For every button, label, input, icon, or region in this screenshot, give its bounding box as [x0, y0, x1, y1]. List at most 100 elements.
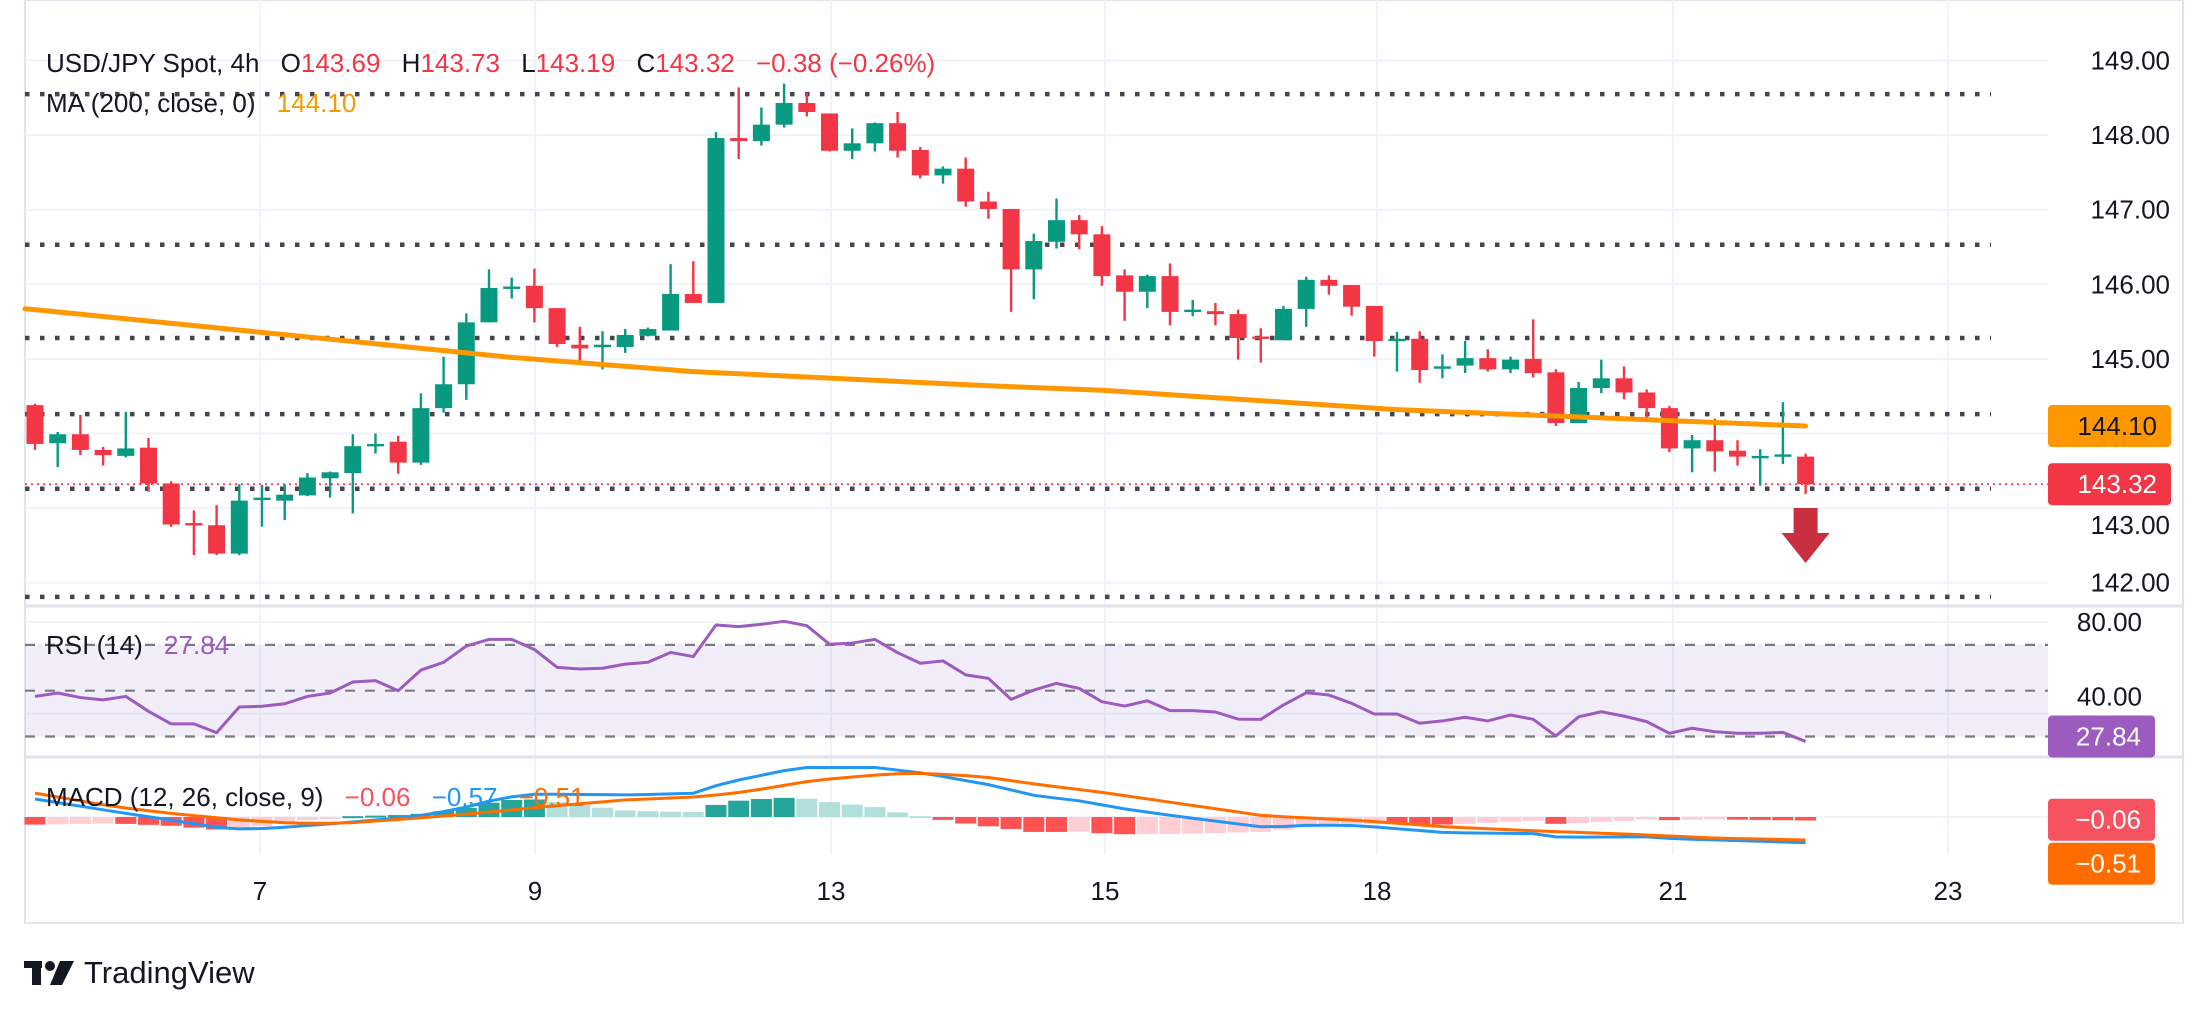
candle [1683, 434, 1701, 473]
candle [1388, 332, 1406, 372]
candle-body [1751, 455, 1769, 459]
candle-body [503, 286, 521, 289]
candle-body [185, 523, 203, 526]
macd-histogram-bar [1795, 817, 1817, 821]
macd-histogram-bar [1182, 817, 1204, 834]
time-axis-label: 15 [1091, 876, 1120, 906]
open-label: O [280, 48, 301, 78]
candle [1774, 402, 1792, 465]
rsi-axis-label: 80.00 [2077, 607, 2142, 637]
candle [1070, 214, 1088, 250]
ma-price-badge-box [2048, 405, 2171, 448]
candle [435, 356, 453, 413]
candle-body [1343, 285, 1361, 307]
macd-histogram-bar [773, 797, 795, 817]
candle-body [616, 335, 634, 347]
macd-histogram-bar [864, 807, 886, 817]
candle [321, 471, 339, 498]
axes: 149.00 148.00 147.00 146.00 145.00 143.00 142.… [253, 46, 2171, 906]
macd-histogram-bar [1000, 817, 1022, 830]
rsi-line [34, 619, 1807, 743]
macd-histogram-bar [387, 815, 409, 818]
candle-body [117, 448, 135, 456]
macd-histogram-bar [1091, 817, 1113, 834]
candle [684, 261, 702, 303]
macd-signal-badge: −0.51 [2048, 842, 2155, 885]
candle [911, 147, 929, 179]
candle [1660, 405, 1678, 453]
candle [276, 484, 294, 521]
candle-body [344, 446, 362, 474]
candle-body [1093, 234, 1111, 277]
candle [185, 510, 203, 556]
candle-body [1388, 338, 1406, 342]
candle [934, 166, 952, 184]
macd-histogram-bar [750, 799, 772, 817]
candle-body [1479, 358, 1497, 370]
candle [1524, 319, 1542, 378]
candle [707, 132, 725, 303]
rsi-badge-box [2048, 715, 2155, 758]
candle-body [1524, 358, 1542, 374]
candle [49, 432, 67, 468]
candle-body [208, 525, 226, 554]
candle [730, 87, 748, 159]
macd-histogram-bar [92, 817, 114, 824]
candle [1592, 359, 1610, 394]
macd-legend: MACD (12, 26, close, 9) −0.06 −0.57 −0.5… [46, 782, 585, 812]
macd-histogram-bar [660, 811, 682, 817]
macd-histogram-bar [977, 817, 999, 827]
candle-body [594, 344, 611, 348]
candle [1297, 276, 1315, 327]
candle-body [1161, 276, 1179, 312]
macd-histogram-bar [1409, 817, 1431, 825]
macd-hist-badge-text: −0.06 [2075, 805, 2141, 835]
candle [480, 269, 498, 323]
last-price-badge: 143.32 [2048, 463, 2171, 506]
candle [208, 505, 226, 556]
macd-histogram-bar [319, 817, 341, 819]
macd-histogram-bar [1749, 817, 1771, 820]
candle-body [911, 150, 929, 176]
candle [1502, 356, 1519, 374]
macd-histogram-bar [1068, 817, 1090, 832]
candle [1320, 275, 1338, 295]
rsi-pane [25, 619, 2048, 743]
time-axis-label: 23 [1934, 876, 1963, 906]
candle-body [1592, 378, 1610, 388]
open-value: 143.69 [300, 48, 381, 78]
candle [1706, 418, 1724, 472]
last-price-badge-box [2048, 463, 2171, 506]
macd-histogram-bar [637, 811, 659, 817]
candle [1002, 208, 1020, 312]
macd-histogram-bar [1613, 817, 1635, 821]
candle [821, 113, 838, 152]
macd-histogram-bar [1590, 817, 1612, 822]
candle [775, 83, 793, 128]
ma200-polyline [22, 306, 1809, 429]
time-axis-label: 9 [528, 876, 542, 906]
candle-body [1547, 372, 1565, 424]
symbol-legend: USD/JPY Spot, 4h O143.69 H143.73 L143.19… [46, 48, 935, 78]
time-axis-label: 7 [253, 876, 267, 906]
macd-pane [24, 766, 1817, 845]
macd-histogram-bar [1318, 817, 1340, 826]
macd-histogram-bar [1114, 817, 1136, 835]
candle-body [662, 293, 680, 331]
candle [1116, 269, 1134, 321]
candle [344, 434, 362, 514]
macd-histogram-bar [1658, 817, 1680, 821]
candles [26, 83, 1815, 556]
macd-histogram-bar [365, 815, 386, 818]
candle [1729, 440, 1746, 466]
tradingview-logo[interactable]: TradingView [24, 955, 255, 991]
candle [1456, 340, 1474, 374]
candle-body [230, 500, 248, 554]
candle [798, 92, 816, 117]
candle-body [321, 472, 339, 479]
macd-histogram-bar [1431, 817, 1453, 825]
rsi-badge-text: 27.84 [2076, 721, 2141, 751]
macd-histogram-bar [1136, 817, 1158, 835]
candle-body [276, 494, 294, 501]
